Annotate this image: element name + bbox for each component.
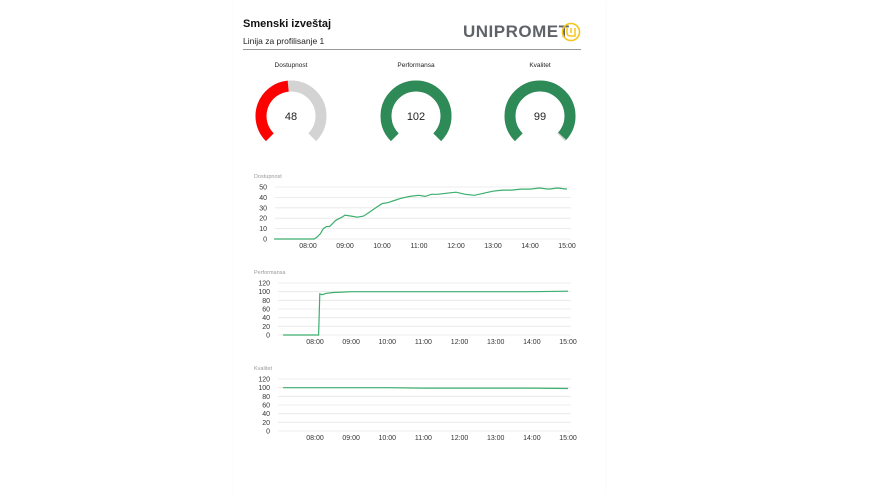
y-tick-label: 20 bbox=[259, 216, 267, 223]
y-tick-label: 40 bbox=[262, 411, 270, 418]
y-tick-label: 20 bbox=[262, 324, 270, 331]
gauge-fill bbox=[380, 80, 452, 142]
chart-title: Kvalitet bbox=[254, 366, 273, 372]
x-tick-label: 14:00 bbox=[521, 243, 539, 250]
gauge-value: 48 bbox=[285, 111, 297, 123]
y-tick-label: 40 bbox=[262, 315, 270, 322]
series-line bbox=[274, 187, 568, 240]
gauge-performansa: 102 bbox=[380, 80, 452, 142]
y-tick-label: 20 bbox=[262, 420, 270, 427]
y-tick-label: 0 bbox=[266, 333, 270, 340]
x-tick-label: 08:00 bbox=[299, 243, 317, 250]
chart-title: Performansa bbox=[254, 270, 286, 276]
y-tick-label: 10 bbox=[259, 226, 267, 233]
series-line bbox=[283, 387, 569, 390]
y-tick-label: 0 bbox=[266, 429, 270, 436]
x-tick-label: 13:00 bbox=[487, 435, 505, 442]
gauge-label: Performansa bbox=[397, 62, 435, 69]
x-tick-label: 14:00 bbox=[523, 435, 541, 442]
header-divider bbox=[243, 49, 581, 50]
gauge-fill bbox=[255, 80, 290, 142]
x-tick-label: 14:00 bbox=[523, 339, 541, 346]
y-tick-label: 60 bbox=[262, 403, 270, 410]
gauge-dostupnost: 48 bbox=[255, 80, 327, 142]
y-tick-label: 60 bbox=[262, 307, 270, 314]
gauge-value: 102 bbox=[407, 111, 425, 123]
x-tick-label: 10:00 bbox=[379, 339, 397, 346]
gauge-kvalitet: 99 bbox=[504, 80, 576, 142]
logo-icon bbox=[561, 22, 581, 42]
y-tick-label: 30 bbox=[259, 205, 267, 212]
y-tick-label: 80 bbox=[262, 394, 270, 401]
x-tick-label: 10:00 bbox=[373, 243, 391, 250]
x-tick-label: 09:00 bbox=[342, 339, 360, 346]
x-tick-label: 10:00 bbox=[379, 435, 397, 442]
x-tick-label: 13:00 bbox=[484, 243, 502, 250]
x-tick-label: 09:00 bbox=[342, 435, 360, 442]
y-tick-label: 100 bbox=[258, 385, 270, 392]
chart-title: Dostupnost bbox=[254, 174, 282, 180]
x-tick-label: 15:00 bbox=[558, 243, 576, 250]
gauge-fill bbox=[504, 80, 576, 142]
gauge-value: 99 bbox=[534, 111, 546, 123]
chart-dostupnost: Dostupnost 0 10 20 30 40 50 08:00 09:00 10:00 11:0… bbox=[254, 174, 576, 250]
y-tick-label: 120 bbox=[258, 281, 270, 288]
y-tick-label: 100 bbox=[258, 289, 270, 296]
y-tick-label: 0 bbox=[263, 237, 267, 244]
x-tick-label: 12:00 bbox=[451, 339, 469, 346]
y-tick-label: 120 bbox=[258, 377, 270, 384]
report-title: Smenski izveštaj bbox=[243, 18, 332, 30]
x-tick-label: 11:00 bbox=[415, 435, 432, 442]
x-tick-label: 15:00 bbox=[559, 435, 577, 442]
y-tick-label: 50 bbox=[259, 185, 267, 192]
y-tick-label: 40 bbox=[259, 195, 267, 202]
line-subtitle: Linija za profilisanje 1 bbox=[243, 36, 325, 46]
gauge-label: Kvalitet bbox=[529, 62, 551, 69]
x-tick-label: 08:00 bbox=[306, 339, 324, 346]
x-tick-label: 15:00 bbox=[559, 339, 577, 346]
x-tick-label: 13:00 bbox=[487, 339, 505, 346]
unipromet-logo: UNIPROMET bbox=[463, 22, 570, 41]
series-line bbox=[283, 290, 569, 336]
x-tick-label: 12:00 bbox=[451, 435, 469, 442]
x-tick-label: 08:00 bbox=[306, 435, 324, 442]
x-tick-label: 11:00 bbox=[411, 243, 428, 250]
x-tick-label: 09:00 bbox=[336, 243, 354, 250]
y-tick-label: 80 bbox=[262, 298, 270, 305]
x-tick-label: 12:00 bbox=[447, 243, 465, 250]
x-tick-label: 11:00 bbox=[415, 339, 432, 346]
gauge-label: Dostupnost bbox=[274, 62, 308, 69]
